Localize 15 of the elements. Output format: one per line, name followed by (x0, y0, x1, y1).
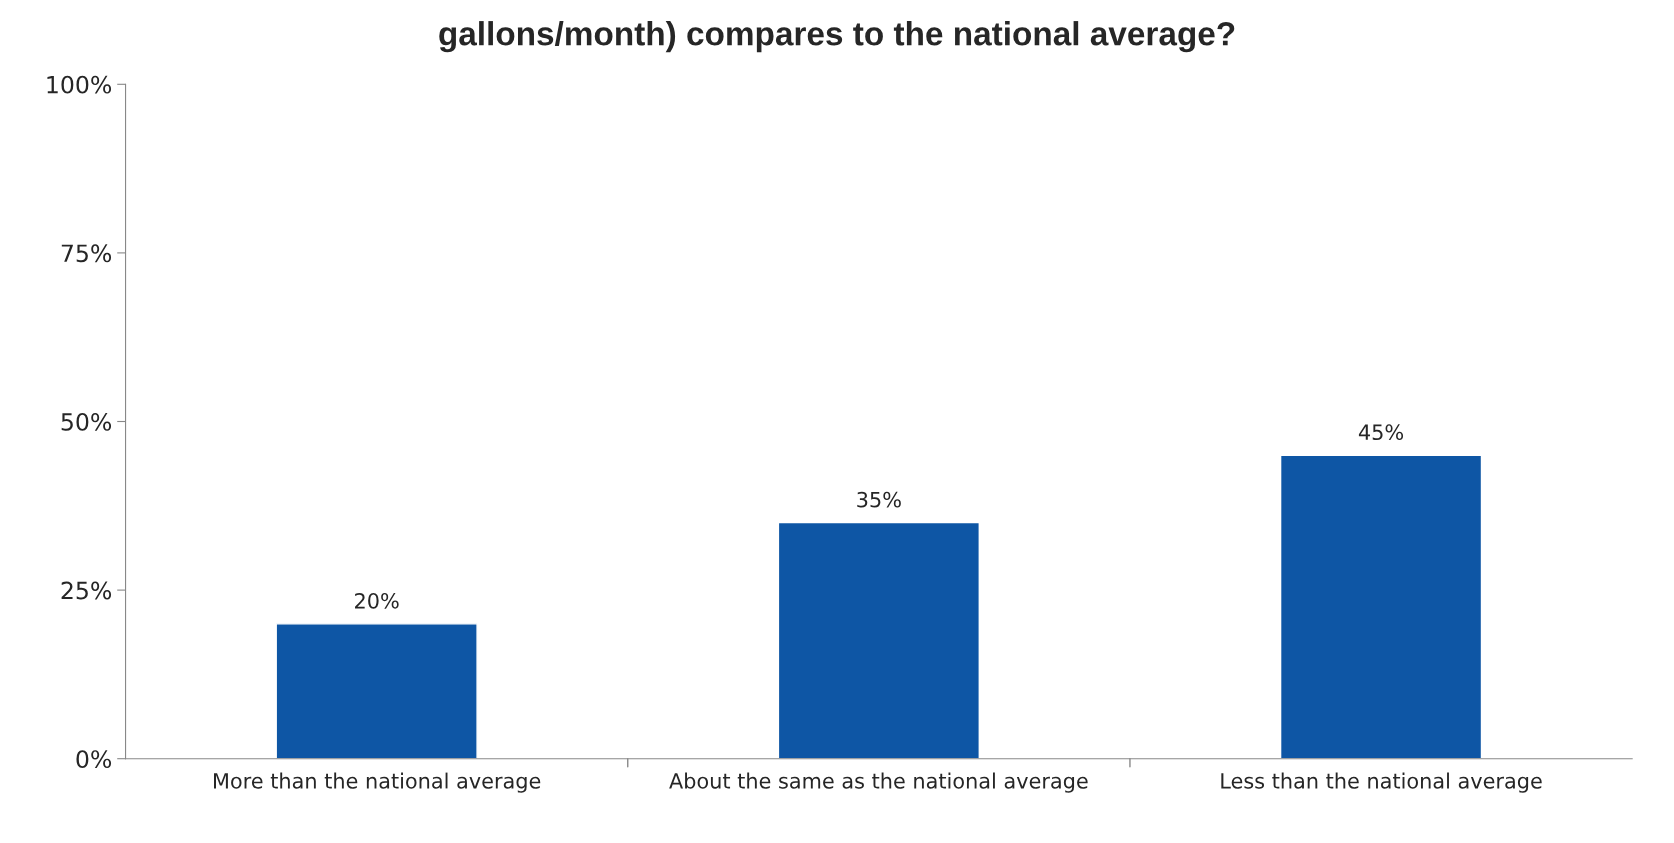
data-label: 35% (857, 491, 901, 508)
y-tick-label: 50% (61, 412, 112, 431)
bar (275, 623, 478, 759)
y-tick-label: 25% (61, 581, 112, 600)
x-tick-label: About the same as the national average (669, 772, 1088, 793)
y-tick-label: 75% (61, 244, 112, 263)
data-label: 45% (1358, 424, 1404, 441)
x-tick-label: Less than the national average (1221, 772, 1542, 793)
y-tick-label: 0% (76, 750, 112, 769)
bar (1279, 454, 1483, 759)
data-label: 20% (355, 592, 399, 609)
x-tick-label: More than the national average (214, 772, 541, 793)
y-tick-label: 100% (47, 75, 112, 94)
chart-title: gallons/month) compares to the national average? (439, 21, 1235, 53)
bar (777, 521, 980, 759)
